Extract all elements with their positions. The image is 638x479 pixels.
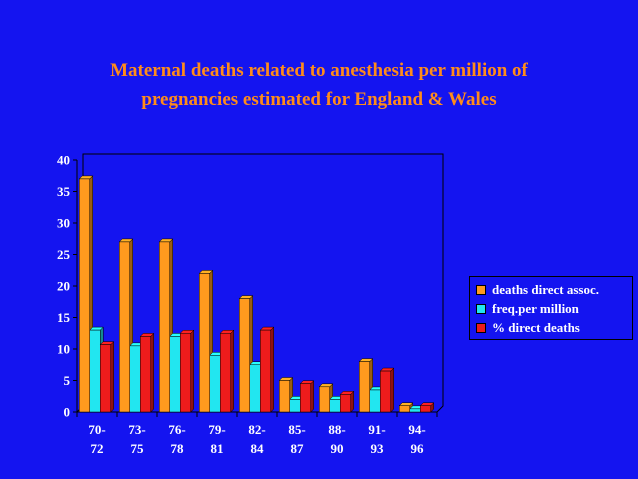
bar-side — [150, 332, 154, 413]
x-tick-label: 88- — [328, 422, 345, 437]
x-tick-label: 70- — [88, 422, 105, 437]
bar — [209, 355, 221, 413]
bar — [279, 380, 290, 413]
chart-title-line-2: pregnancies estimated for England & Wale… — [141, 89, 497, 110]
y-tick-label: 10 — [57, 342, 70, 357]
x-tick-label: 81 — [211, 441, 224, 456]
x-tick-label: 73- — [128, 422, 145, 437]
legend-swatch — [476, 303, 486, 314]
legend-item: freq.per million — [476, 299, 632, 318]
x-tick-label: 93 — [371, 441, 385, 456]
x-tick-label: 84 — [251, 441, 265, 456]
chart-title-line-1: Maternal deaths related to anesthesia pe… — [110, 60, 528, 81]
x-tick-label: 76- — [168, 422, 185, 437]
chart-title: Maternal deaths related to anesthesia pe… — [30, 56, 608, 114]
x-tick-label: 94- — [408, 422, 425, 437]
y-tick-label: 15 — [57, 310, 71, 325]
legend-label: deaths direct assoc. — [492, 281, 600, 297]
chart-legend: deaths direct assoc. freq.per million % di… — [469, 276, 633, 340]
bar — [369, 389, 381, 413]
y-tick-label: 0 — [64, 405, 71, 420]
bar-side — [350, 390, 354, 413]
bar-side — [230, 329, 234, 413]
y-tick-label: 20 — [57, 279, 70, 294]
y-tick-label: 35 — [57, 184, 71, 199]
bar — [79, 178, 90, 413]
bar — [140, 336, 151, 413]
bar — [260, 329, 271, 413]
x-tick-label: 78 — [171, 441, 185, 456]
bar — [180, 333, 191, 413]
y-tick-label: 5 — [64, 373, 71, 388]
bar — [249, 364, 261, 413]
x-tick-label: 96 — [411, 441, 425, 456]
bar — [329, 399, 341, 413]
bar — [169, 336, 181, 413]
bar — [380, 370, 391, 413]
x-tick-label: 85- — [288, 422, 305, 437]
legend-label: % direct deaths — [492, 319, 580, 335]
bar — [409, 408, 421, 413]
bar — [159, 241, 170, 413]
bar — [359, 361, 370, 413]
x-tick-label: 72 — [91, 441, 104, 456]
legend-swatch — [476, 284, 486, 295]
bar — [340, 394, 351, 413]
bar — [399, 405, 410, 413]
bar — [420, 405, 431, 413]
legend-label: freq.per million — [492, 300, 579, 316]
bar — [100, 344, 111, 413]
bar-side — [310, 380, 314, 413]
bar-side — [390, 367, 394, 413]
bar — [239, 298, 250, 413]
x-tick-label: 87 — [291, 441, 305, 456]
x-tick-label: 79- — [208, 422, 225, 437]
y-tick-label: 30 — [57, 216, 70, 231]
x-tick-label: 75 — [131, 441, 145, 456]
x-tick-label: 82- — [248, 422, 265, 437]
bar — [129, 345, 141, 413]
x-tick-label: 91- — [368, 422, 385, 437]
bar — [319, 386, 330, 413]
y-tick-label: 25 — [57, 247, 71, 262]
legend-item: % direct deaths — [476, 318, 632, 337]
bar-side — [190, 329, 194, 413]
bar — [89, 329, 101, 413]
bar — [220, 333, 231, 413]
bar-side — [270, 326, 274, 413]
x-tick-label: 90 — [331, 441, 344, 456]
bar — [119, 241, 130, 413]
bar-side — [110, 340, 114, 413]
y-tick-label: 40 — [57, 153, 70, 168]
bar — [199, 273, 210, 413]
legend-item: deaths direct assoc. — [476, 280, 632, 299]
legend-swatch — [476, 322, 486, 333]
bar — [300, 383, 311, 413]
bar — [289, 399, 301, 413]
